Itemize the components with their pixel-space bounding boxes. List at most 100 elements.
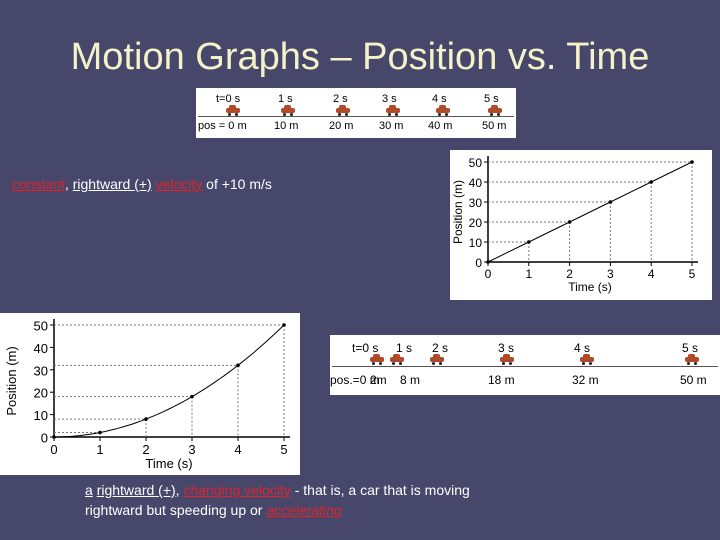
term-rightward-2: rightward (+), [96,482,180,498]
term-changing-velocity: changing velocity [183,482,291,498]
strip1-position-label: 10 m [274,120,299,132]
strip2-time-label: 3 s [498,341,515,355]
strip2-time-label: t=0 s [352,341,379,355]
data-line [54,324,285,438]
comma: , [64,176,69,192]
y-tick-label: 20 [469,216,483,230]
strip2-position-label: 32 m [572,373,599,387]
strip2-car-icon [390,354,404,365]
y-tick-label: 30 [469,196,483,210]
x-tick-label: 5 [689,267,696,281]
strip1-track-line [198,116,514,117]
strip2-car-icon [370,354,384,365]
x-tick-label: 2 [566,267,573,281]
data-point [567,220,572,224]
data-point [486,260,490,264]
x-tick-label: 0 [50,442,57,457]
car-strip-accelerating: t=0 s pos.=0 m 1 s 2m 2 s 8 m 3 s 18 m 4 s 32 m 5 … [330,335,720,395]
x-tick-label: 1 [525,267,532,281]
y-tick-label: 40 [34,341,48,356]
x-tick-label: 1 [96,442,103,457]
data-point [236,363,240,368]
data-point [649,180,653,184]
y-tick-label: 50 [34,319,48,334]
x-tick-label: 0 [485,267,492,281]
strip2-time-label: 4 s [574,341,591,355]
data-point [144,417,148,421]
strip1-position-label: 50 m [482,120,507,132]
term-rightward: rightward (+) [72,176,152,192]
x-axis-label: Time (s) [568,280,612,294]
caption-rest-1: - that is, a car that is moving [294,482,470,498]
strip1-time-label: 2 s [333,93,348,105]
constant-velocity-caption: constant, rightward (+) velocity of +10 … [12,176,272,192]
y-tick-label: 10 [469,236,483,250]
strip2-position-label: 50 m [680,373,707,387]
data-point [190,394,194,399]
slide-title: Motion Graphs – Position vs. Time [70,36,650,78]
strip1-position-label: 40 m [428,120,453,132]
data-point [98,430,102,435]
data-point [608,200,613,204]
strip2-time-label: 5 s [682,341,699,355]
data-point [527,240,531,244]
strip1-car-icon [336,105,350,116]
x-tick-label: 2 [142,442,149,457]
strip2-car-icon [580,354,594,365]
strip2-position-label: 2m [370,373,387,387]
term-velocity: velocity [155,176,203,192]
y-tick-label: 10 [34,408,48,423]
strip2-track-line [332,366,718,367]
y-tick-label: 30 [34,363,48,378]
data-point [282,323,286,327]
x-tick-label: 4 [234,442,241,457]
strip1-position-label: pos = 0 m [198,120,247,132]
y-tick-label: 40 [469,176,483,190]
strip2-time-label: 2 s [432,341,449,355]
x-tick-label: 3 [188,442,195,457]
strip2-car-icon [430,354,444,365]
strip2-position-label: 18 m [488,373,515,387]
term-accelerating: accelerating [266,502,342,518]
y-tick-label: 50 [469,156,483,170]
car-strip-constant: t=0 s pos = 0 m 1 s 10 m 2 s 20 m 3 s 30 m 4 s 40… [196,88,516,138]
data-point [52,435,56,439]
graph-constant-velocity: 0 1 2 3 4 5 0 10 20 30 40 50 Time (s) Position (m) [450,150,712,300]
strip1-car-icon [386,105,400,116]
y-axis-label: Position (m) [4,346,19,415]
term-constant: constant [12,176,65,192]
y-tick-label: 20 [34,386,48,401]
y-axis-label: Position (m) [451,180,465,244]
x-tick-label: 3 [607,267,614,281]
strip1-car-icon [436,105,450,116]
velocity-value: of +10 m/s [206,176,272,192]
strip1-car-icon [226,105,240,116]
x-axis-label: Time (s) [145,456,192,471]
x-tick-label: 4 [648,267,655,281]
strip2-car-icon [685,354,699,365]
strip2-position-label: 8 m [400,373,421,387]
x-tick-label: 5 [280,442,287,457]
strip1-position-label: 20 m [329,120,354,132]
data-line [487,161,693,263]
strip1-time-label: 1 s [278,93,293,105]
strip1-time-label: 3 s [382,93,397,105]
strip1-position-label: 30 m [379,120,404,132]
strip1-time-label: 5 s [484,93,499,105]
strip2-time-label: 1 s [396,341,413,355]
strip1-car-icon [488,105,502,116]
data-point [690,160,694,164]
strip1-time-label: 4 s [432,93,447,105]
accelerating-caption: a rightward (+), changing velocity - tha… [85,480,685,520]
caption-rest-2: rightward but speeding up or [85,502,263,518]
strip1-time-label: t=0 s [216,93,241,105]
strip2-car-icon [500,354,514,365]
graph-accelerating: 0 1 2 3 4 5 0 10 20 30 40 50 Time (s) Position (m) [0,313,300,475]
y-tick-label: 0 [475,256,482,270]
strip2-position-label: pos.=0 m [330,373,380,387]
word-a: a [85,482,93,498]
y-tick-label: 0 [41,431,48,446]
strip1-car-icon [281,105,295,116]
